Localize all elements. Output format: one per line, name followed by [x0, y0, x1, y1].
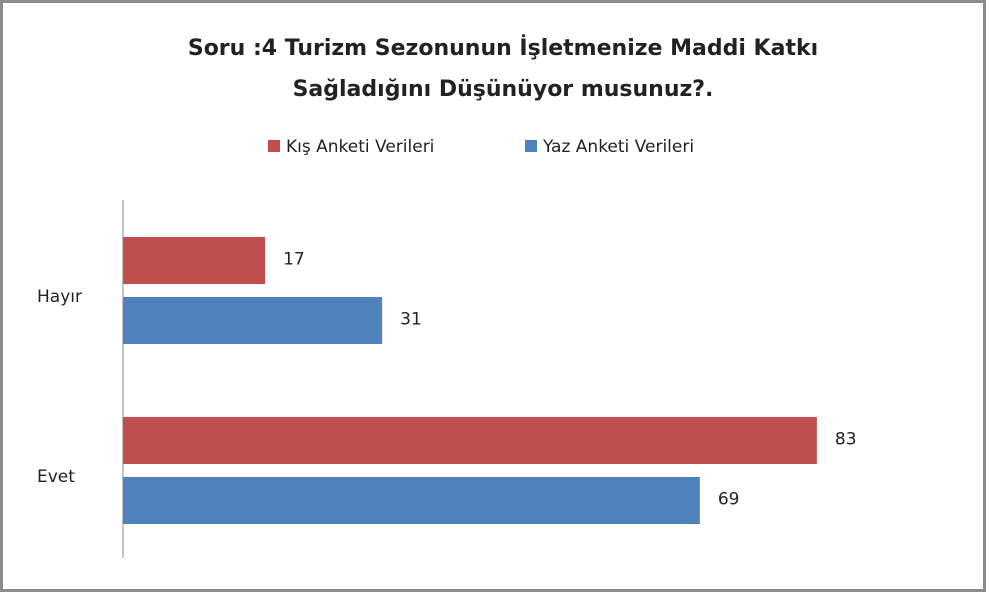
legend-label: Yaz Anketi Verileri [542, 137, 694, 157]
legend-swatch [525, 140, 537, 152]
data-label: 69 [718, 490, 740, 510]
y-tick-label: Evet [37, 467, 75, 487]
data-label: 31 [400, 310, 422, 330]
bar [123, 477, 700, 524]
data-label: 17 [283, 250, 305, 270]
bar [123, 237, 266, 284]
legend-swatch [268, 140, 280, 152]
y-tick-label: Hayır [37, 287, 82, 307]
bar [123, 417, 817, 464]
bar [123, 297, 383, 344]
chart-title: Soru :4 Turizm Sezonunun İşletmenize Mad… [187, 36, 819, 102]
legend-label: Kış Anketi Verileri [286, 137, 434, 157]
data-label: 83 [835, 430, 857, 450]
